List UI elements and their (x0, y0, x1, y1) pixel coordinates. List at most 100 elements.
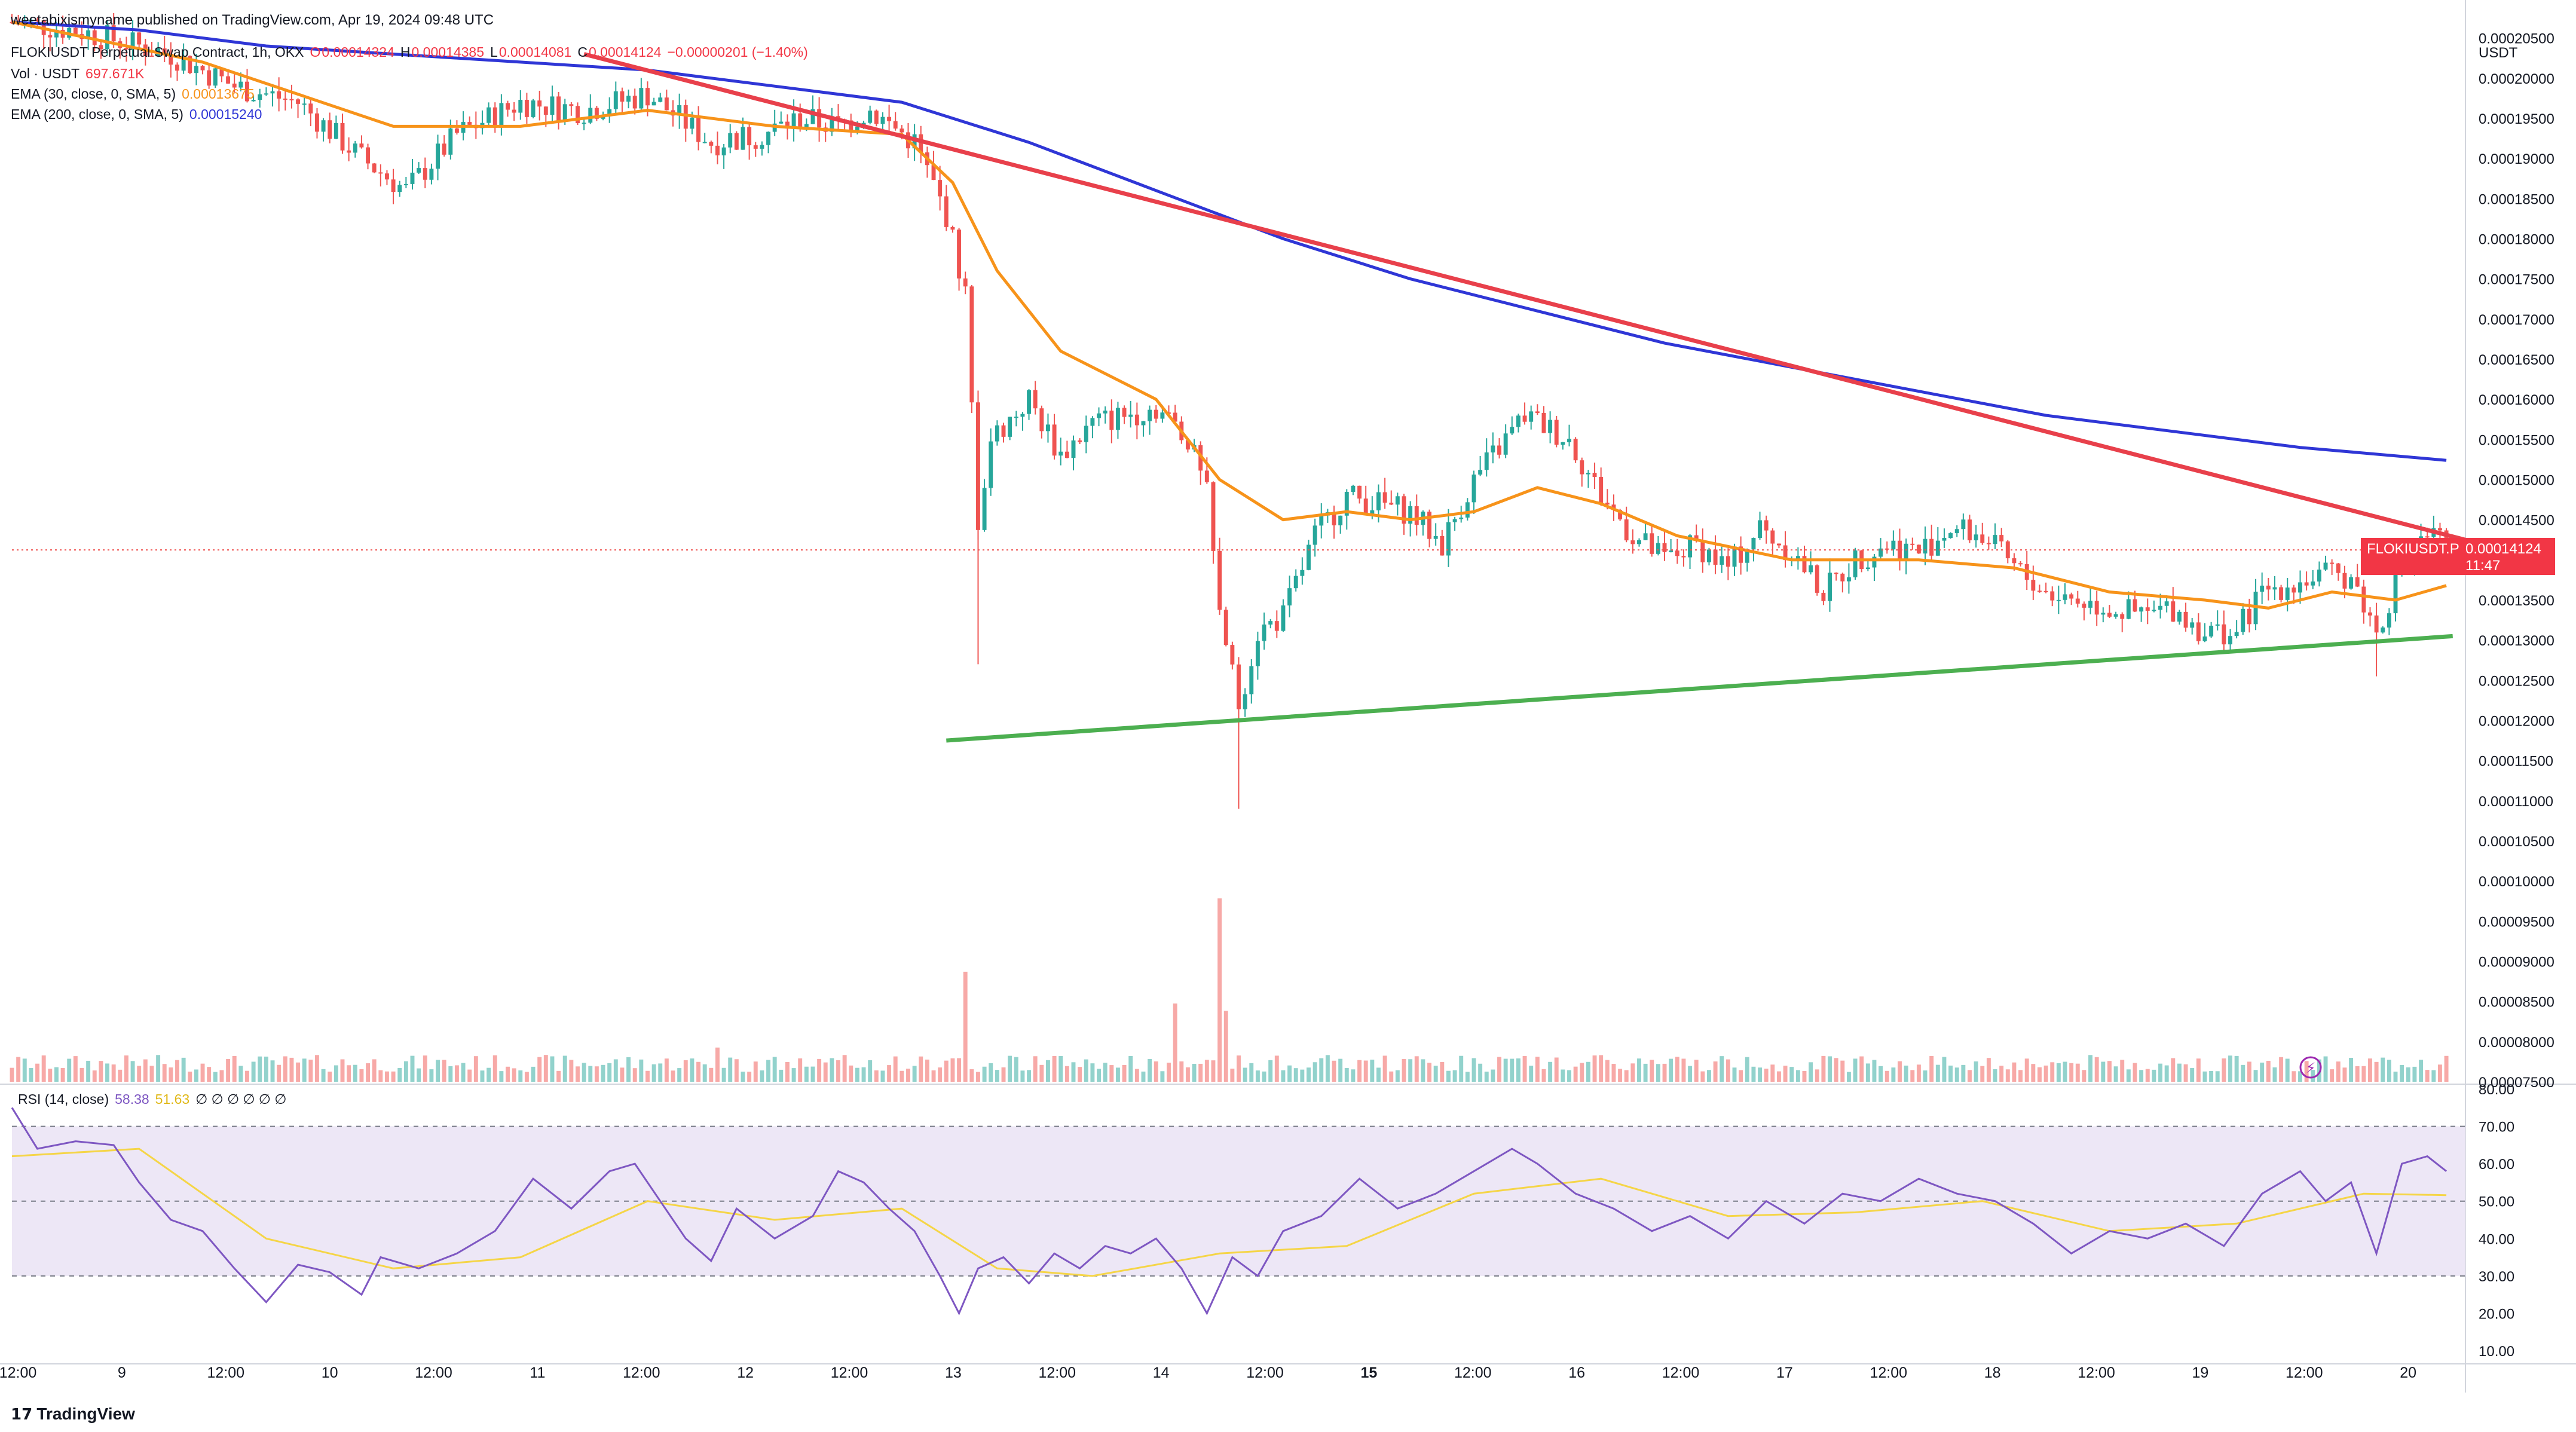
volume-bar (403, 1061, 408, 1082)
volume-bar (2412, 1066, 2417, 1082)
volume-bar (1592, 1055, 1597, 1082)
volume-bar (1548, 1061, 1553, 1082)
volume-bar (232, 1055, 237, 1082)
candle-body (384, 173, 389, 180)
volume-bar (1898, 1061, 1902, 1082)
volume-bar (2342, 1067, 2347, 1082)
volume-bar (2050, 1062, 2055, 1082)
candle-body (1274, 621, 1279, 631)
candle-body (2037, 590, 2042, 592)
volume-bar (1255, 1070, 1260, 1082)
candle-body (1402, 496, 1406, 524)
price-tick-label: 0.00020500 (2479, 31, 2554, 47)
ohlc-close-label: C (577, 44, 588, 60)
volume-bar (384, 1071, 389, 1082)
candle-body (487, 107, 491, 123)
volume-bar (86, 1060, 91, 1082)
volume-bar (683, 1060, 688, 1082)
candle-body (1237, 664, 1241, 709)
candle-body (1522, 415, 1527, 422)
volume-bar (1669, 1058, 1674, 1082)
candle-body (2349, 577, 2354, 589)
volume-bar (1986, 1058, 1991, 1082)
volume-bar (366, 1063, 371, 1082)
volume-bar (79, 1067, 84, 1082)
volume-bar (2444, 1055, 2449, 1082)
candle-body (1071, 440, 1076, 458)
candle-body (2075, 598, 2080, 604)
volume-bar (1809, 1062, 1813, 1082)
tradingview-logo[interactable]: 𝟭𝟳 TradingView (11, 1405, 135, 1424)
volume-bar (810, 1066, 815, 1082)
volume-bar (785, 1061, 790, 1082)
volume-bar (569, 1060, 574, 1082)
candle-body (283, 98, 287, 100)
volume-bar (1230, 1069, 1235, 1082)
time-tick-label: 10 (322, 1364, 338, 1381)
candle-body (99, 45, 103, 50)
legend-rsi-row[interactable]: RSI (14, close) 58.38 51.63 ∅ ∅ ∅ ∅ ∅ ∅ (18, 1091, 292, 1107)
volume-bar (67, 1058, 72, 1082)
candle-body (741, 127, 745, 150)
candle-body (1681, 556, 1686, 558)
volume-bar (2101, 1061, 2106, 1082)
volume-bar (1802, 1070, 1807, 1082)
candle-body (2171, 601, 2176, 622)
time-tick-label: 16 (1568, 1364, 1585, 1381)
volume-bar (1039, 1064, 1044, 1082)
volume-bar (2336, 1061, 2341, 1082)
price-tick-label: 0.00008500 (2479, 995, 2554, 1011)
volume-bar (1795, 1070, 1800, 1082)
candle-body (2005, 541, 2010, 559)
candle-body (1618, 510, 1623, 520)
candle-body (1834, 573, 1838, 574)
candle-body (289, 99, 294, 100)
legend-ema200-row[interactable]: EMA (200, close, 0, SMA, 5) 0.00015240 (11, 106, 268, 123)
ohlc-close: 0.00014124 (588, 44, 662, 60)
candle-body (1688, 535, 1693, 558)
candle-body (2323, 562, 2328, 570)
volume-bar (1408, 1059, 1413, 1082)
volume-bar (353, 1064, 357, 1082)
legend-volume-row[interactable]: Vol · USDT 697.671K (11, 66, 151, 82)
candle-body (1879, 548, 1883, 557)
volume-bar (836, 1060, 840, 1082)
legend-ema30-row[interactable]: EMA (30, close, 0, SMA, 5) 0.00013675 (11, 86, 261, 102)
candle-body (1020, 414, 1025, 417)
symbol-title[interactable]: FLOKIUSDT Perpetual Swap Contract, 1h, O… (11, 44, 304, 60)
volume-bar (340, 1059, 345, 1082)
candle-body (372, 163, 377, 173)
time-tick-label: 12:00 (1454, 1364, 1492, 1381)
volume-bar (1884, 1070, 1889, 1082)
volume-bar (626, 1057, 631, 1082)
candle-body (1497, 445, 1501, 455)
candle-body (334, 123, 338, 139)
volume-bar (1929, 1056, 1934, 1082)
volume-bar (963, 971, 968, 1082)
volume-bar (1103, 1063, 1108, 1082)
rsi-tick-label: 30.00 (2479, 1269, 2514, 1285)
volume-bar (2260, 1062, 2265, 1082)
volume-bar (2037, 1067, 2042, 1082)
volume-bar (54, 1067, 59, 1082)
volume-bar (347, 1065, 351, 1082)
volume-bar (1865, 1063, 1870, 1082)
candle-body (1630, 540, 1635, 544)
candle-body (1115, 408, 1120, 430)
volume-bar (2152, 1069, 2156, 1082)
volume-bar (1217, 898, 1222, 1082)
volume-bar (1935, 1064, 1940, 1082)
volume-bar (1211, 1060, 1216, 1082)
rsi-tick-label: 10.00 (2479, 1344, 2514, 1360)
ema200-value: 0.00015240 (189, 106, 262, 122)
volume-bar (1840, 1060, 1845, 1082)
volume-bar (1357, 1060, 1362, 1082)
volume-bar (1052, 1055, 1057, 1082)
volume-bar (2272, 1067, 2277, 1082)
volume-bar (1694, 1060, 1699, 1082)
candle-body (1548, 420, 1553, 433)
candle-body (137, 32, 142, 45)
candle-body (2355, 577, 2360, 587)
volume-bar (880, 1070, 885, 1082)
